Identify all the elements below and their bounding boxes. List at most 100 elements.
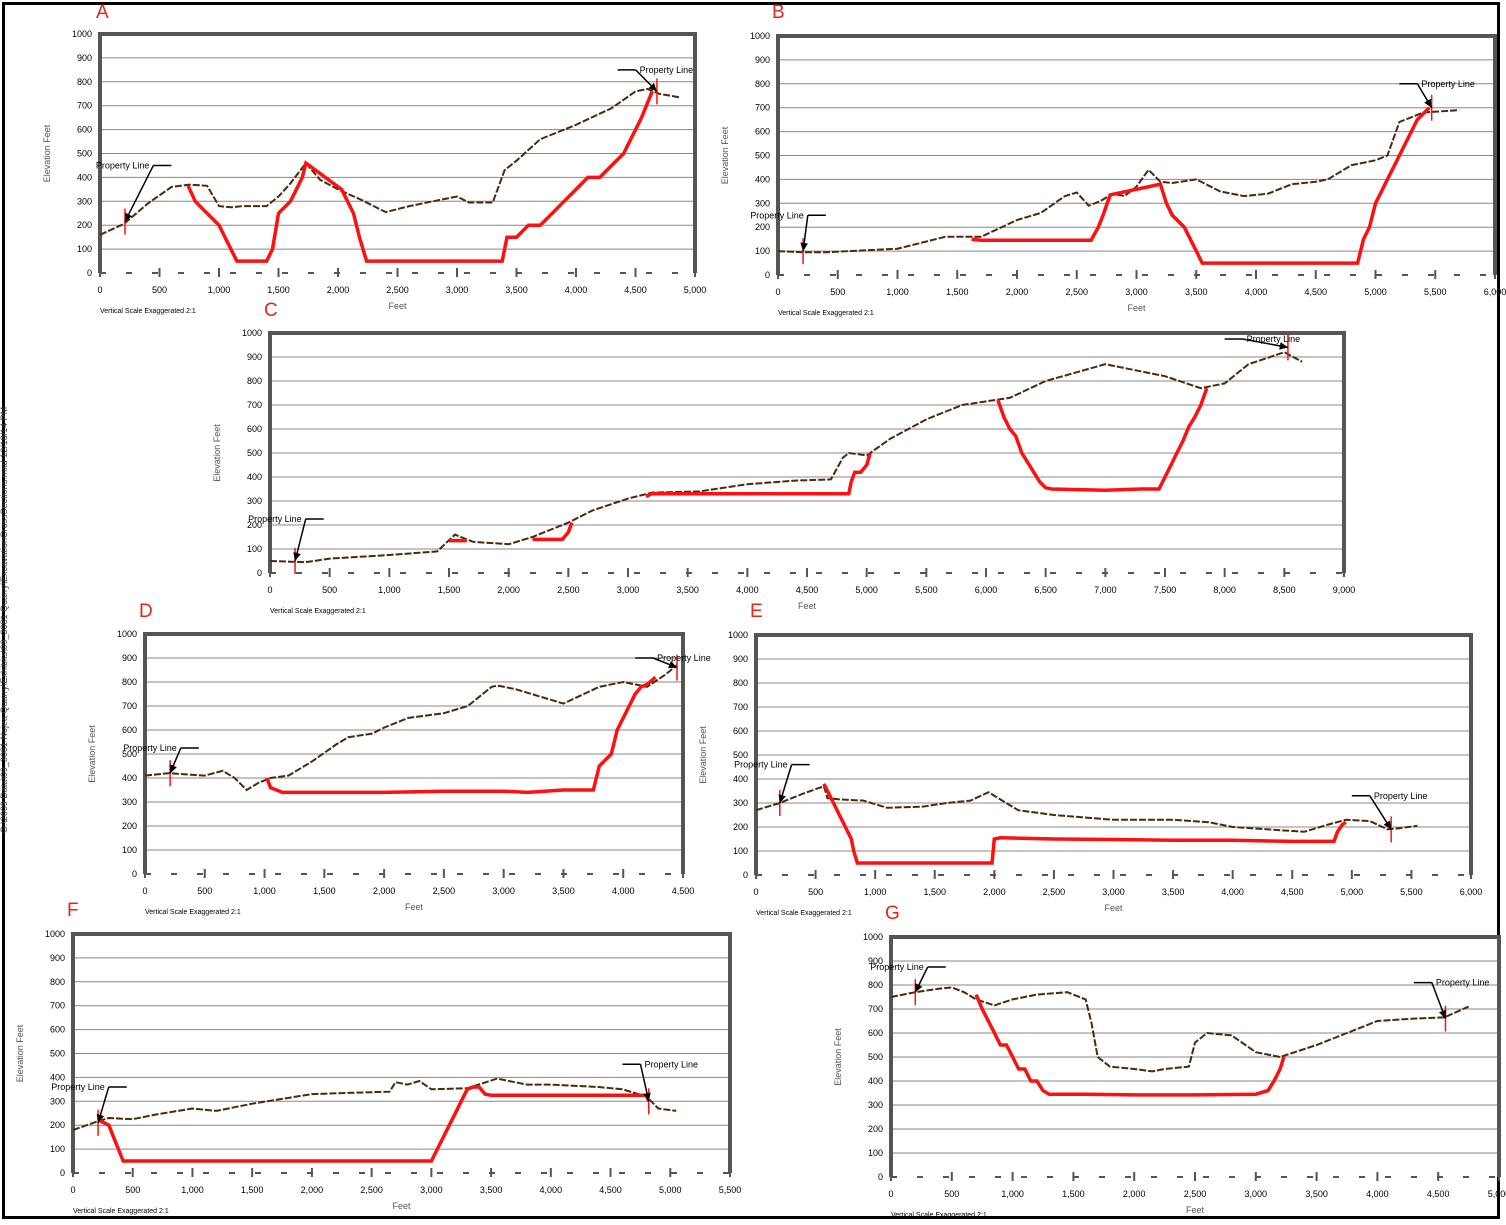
x-tick-label: 8,500 — [1273, 585, 1296, 595]
ground-profile-line — [755, 784, 1418, 833]
x-axis-label: Feet — [392, 1201, 411, 1211]
x-tick-label: 1,000 — [886, 287, 909, 297]
x-tick-label: 500 — [808, 887, 823, 897]
y-tick-label: 800 — [868, 980, 883, 990]
excavation-profile-line — [971, 106, 1431, 265]
y-tick-label: 900 — [755, 55, 770, 65]
x-tick-label: 1,500 — [241, 1185, 264, 1195]
panel-label: G — [885, 903, 900, 924]
ground-profile-line — [777, 109, 1460, 254]
y-tick-label: 0 — [743, 870, 748, 880]
y-tick-label: 800 — [50, 977, 65, 987]
x-tick-label: 3,500 — [505, 285, 528, 295]
x-tick-label: 1,500 — [923, 887, 946, 897]
x-tick-label: 3,500 — [480, 1185, 503, 1195]
property-line-arrowhead — [96, 1113, 105, 1123]
x-tick-label: 1,000 — [208, 285, 231, 295]
x-tick-label: 2,500 — [433, 886, 456, 896]
property-line-label: Property Line — [734, 760, 788, 770]
x-tick-label: 4,000 — [1245, 287, 1268, 297]
x-tick-label: 3,000 — [1125, 287, 1148, 297]
x-tick-label: 3,000 — [1102, 887, 1125, 897]
x-axis-label: Feet — [1104, 903, 1123, 913]
y-tick-label: 600 — [77, 125, 92, 135]
y-tick-label: 800 — [755, 79, 770, 89]
x-tick-label: 2,000 — [497, 585, 520, 595]
x-tick-label: 6,000 — [1484, 287, 1506, 297]
x-tick-label: 2,000 — [327, 285, 350, 295]
y-tick-label: 700 — [122, 701, 137, 711]
property-line-arrowhead — [124, 212, 133, 222]
x-tick-label: 5,000 — [1488, 1189, 1506, 1199]
excavation-profile-line — [98, 1085, 651, 1163]
y-tick-label: 1000 — [117, 629, 137, 639]
y-tick-label: 0 — [765, 270, 770, 280]
y-tick-label: 100 — [122, 845, 137, 855]
panel-label: C — [264, 300, 278, 321]
x-tick-label: 3,500 — [1185, 287, 1208, 297]
y-tick-label: 100 — [733, 846, 748, 856]
x-tick-label: 5,500 — [719, 1185, 742, 1195]
property-line-arrowhead — [1383, 820, 1392, 830]
x-tick-label: 5,500 — [915, 585, 938, 595]
property-line-arrowhead — [643, 1092, 651, 1102]
x-tick-label: 0 — [142, 886, 147, 896]
y-tick-label: 900 — [733, 654, 748, 664]
property-line-label: Property Line — [1247, 334, 1301, 344]
plot-frame — [98, 32, 697, 273]
x-tick-label: 4,000 — [736, 585, 759, 595]
y-tick-label: 0 — [87, 268, 92, 278]
y-tick-label: 100 — [77, 244, 92, 254]
y-tick-label: 700 — [50, 1001, 65, 1011]
y-tick-label: 800 — [247, 376, 262, 386]
property-line-label: Property Line — [750, 210, 804, 220]
x-tick-label: 7,500 — [1154, 585, 1177, 595]
y-tick-label: 900 — [77, 53, 92, 63]
x-tick-label: 1,000 — [253, 886, 276, 896]
y-tick-label: 500 — [755, 151, 770, 161]
x-axis-label: Feet — [1127, 303, 1146, 313]
property-line-label: Property Line — [1436, 978, 1490, 988]
x-tick-label: 5,000 — [684, 285, 707, 295]
panel-label: D — [139, 601, 153, 622]
plot-frame — [889, 935, 1501, 1177]
plot-frame — [776, 34, 1497, 275]
y-tick-label: 1000 — [72, 29, 92, 39]
y-tick-label: 700 — [247, 400, 262, 410]
y-tick-label: 400 — [50, 1072, 65, 1082]
property-line-arrowhead — [169, 764, 177, 774]
x-tick-label: 4,500 — [599, 1185, 622, 1195]
panel-label: B — [772, 2, 785, 23]
plot-frame — [143, 632, 685, 874]
property-line-label: Property Line — [123, 743, 177, 753]
property-line-label: Property Line — [51, 1082, 105, 1092]
y-axis-label: Elevation Feet — [15, 1024, 25, 1082]
y-axis-label: Elevation Feet — [833, 1028, 843, 1086]
y-tick-label: 0 — [878, 1172, 883, 1182]
x-tick-label: 2,500 — [1043, 887, 1066, 897]
property-line-arrowhead — [800, 242, 808, 252]
x-tick-label: 5,500 — [1400, 887, 1423, 897]
x-tick-label: 500 — [125, 1185, 140, 1195]
x-tick-label: 0 — [97, 285, 102, 295]
property-line-arrowhead — [1279, 342, 1288, 350]
y-tick-label: 1000 — [750, 31, 770, 41]
plot-frame — [268, 331, 1346, 573]
scale-note: Vertical Scale Exaggerated 2:1 — [778, 310, 874, 317]
x-tick-label: 4,500 — [672, 886, 695, 896]
y-tick-label: 900 — [122, 653, 137, 663]
x-tick-label: 2,000 — [373, 886, 396, 896]
y-tick-label: 300 — [77, 196, 92, 206]
excavation-profile-line — [532, 521, 574, 542]
y-tick-label: 300 — [247, 496, 262, 506]
x-tick-label: 1,500 — [946, 287, 969, 297]
x-tick-label: 6,500 — [1034, 585, 1057, 595]
y-tick-label: 700 — [733, 702, 748, 712]
panel-label: F — [67, 900, 79, 921]
